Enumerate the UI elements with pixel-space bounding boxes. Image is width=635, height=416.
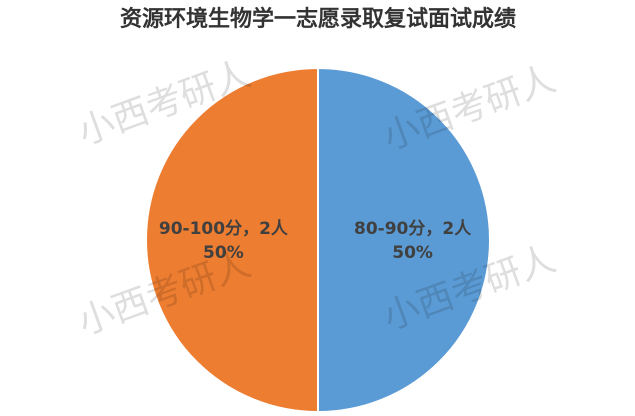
data-label: 80-90分，2人 — [354, 219, 472, 239]
pie-slice — [145, 66, 319, 414]
percent-label: 50% — [203, 243, 244, 263]
label-separator: ， — [242, 219, 259, 239]
percent-label: 50% — [392, 243, 433, 263]
data-label: 90-100分，2人 — [159, 219, 289, 239]
chart-title: 资源环境生物学一志愿录取复试面试成绩 — [120, 6, 516, 32]
label-separator: ， — [425, 219, 442, 239]
count-label: 2人 — [442, 219, 472, 239]
count-label: 2人 — [259, 219, 289, 239]
pie-slice — [317, 66, 491, 414]
category-label: 90-100分 — [159, 219, 242, 239]
category-label: 80-90分 — [354, 219, 425, 239]
